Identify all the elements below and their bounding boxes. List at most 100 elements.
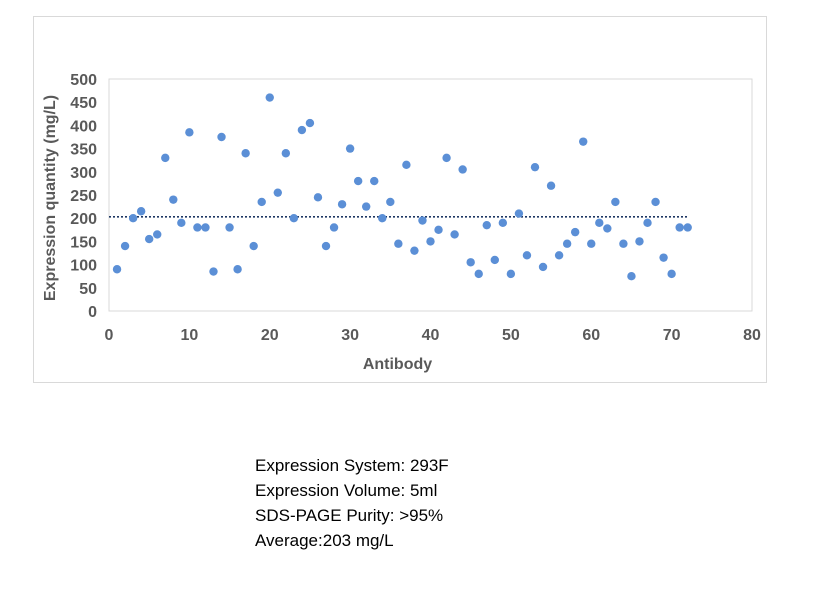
data-point bbox=[458, 165, 467, 174]
data-point bbox=[643, 218, 652, 228]
data-point bbox=[659, 253, 668, 262]
data-point bbox=[675, 223, 684, 232]
x-tick-label: 0 bbox=[105, 327, 114, 344]
data-point bbox=[490, 255, 499, 265]
data-point bbox=[289, 214, 299, 223]
y-tick-label: 500 bbox=[70, 72, 97, 89]
y-tick-label: 350 bbox=[70, 142, 97, 159]
data-point bbox=[321, 241, 331, 251]
data-point bbox=[378, 214, 387, 223]
purity-text: SDS-PAGE Purity: >95% bbox=[255, 506, 444, 525]
x-tick-label: 50 bbox=[502, 327, 520, 344]
data-point bbox=[538, 262, 548, 272]
x-tick-label: 40 bbox=[422, 327, 440, 344]
data-point bbox=[136, 207, 146, 216]
data-point bbox=[482, 220, 491, 230]
data-point bbox=[595, 218, 604, 228]
y-tick-label: 100 bbox=[70, 258, 97, 275]
data-point bbox=[506, 269, 516, 279]
data-point bbox=[587, 239, 596, 248]
x-tick-label: 20 bbox=[261, 327, 279, 344]
y-tick-label: 250 bbox=[70, 188, 97, 205]
y-tick-label: 150 bbox=[70, 234, 97, 251]
data-point bbox=[345, 144, 355, 153]
data-point bbox=[209, 267, 218, 276]
expression-volume-text: Expression Volume: 5ml bbox=[255, 481, 438, 500]
data-point bbox=[370, 176, 379, 186]
data-point bbox=[466, 258, 475, 267]
data-point bbox=[297, 125, 307, 135]
data-point bbox=[153, 230, 162, 239]
data-point bbox=[185, 128, 194, 137]
data-point bbox=[217, 132, 226, 142]
data-point bbox=[353, 176, 363, 186]
data-point bbox=[667, 269, 676, 279]
data-point bbox=[514, 209, 524, 218]
data-point bbox=[635, 237, 644, 246]
data-point bbox=[112, 265, 122, 274]
data-point bbox=[233, 265, 242, 274]
data-point bbox=[201, 223, 210, 232]
data-point bbox=[281, 149, 291, 158]
data-point bbox=[273, 188, 282, 197]
data-point bbox=[305, 118, 315, 128]
x-tick-label: 60 bbox=[582, 327, 600, 344]
data-point bbox=[177, 218, 186, 228]
data-point bbox=[627, 272, 636, 281]
data-point bbox=[144, 234, 154, 244]
data-point bbox=[522, 251, 532, 260]
data-point bbox=[474, 269, 483, 279]
data-point bbox=[386, 197, 395, 207]
expression-notes: Expression System: 293F Expression Volum… bbox=[255, 453, 449, 553]
x-axis-title: Antibody bbox=[363, 356, 432, 373]
data-point bbox=[128, 214, 138, 223]
data-point bbox=[442, 153, 451, 163]
data-point bbox=[225, 223, 234, 232]
data-point bbox=[570, 227, 580, 237]
data-point bbox=[603, 224, 612, 233]
data-point bbox=[169, 195, 178, 204]
x-tick-label: 80 bbox=[743, 327, 761, 344]
data-point bbox=[426, 237, 435, 246]
data-point bbox=[313, 193, 323, 202]
scatter-chart: 0 50 100 150 200 250 300 350 400 450 500 0 10 20 30 40 5… bbox=[42, 72, 761, 373]
data-point bbox=[257, 197, 266, 207]
data-point bbox=[329, 223, 339, 232]
y-axis-title: Expression quantity (mg/L) bbox=[42, 95, 59, 301]
data-point bbox=[683, 223, 692, 232]
data-point bbox=[611, 197, 620, 207]
expression-system-text: Expression System: 293F bbox=[255, 456, 449, 475]
data-point bbox=[418, 216, 427, 225]
data-point bbox=[554, 251, 564, 260]
data-point bbox=[619, 239, 628, 248]
data-point bbox=[265, 93, 274, 102]
y-tick-label: 300 bbox=[70, 165, 97, 182]
data-point bbox=[450, 230, 459, 239]
x-tick-label: 10 bbox=[180, 327, 198, 344]
data-point bbox=[337, 200, 347, 209]
y-tick-label: 0 bbox=[88, 304, 97, 321]
x-tick-label: 70 bbox=[663, 327, 681, 344]
data-point bbox=[651, 197, 660, 207]
chart-container: 0 50 100 150 200 250 300 350 400 450 500 0 10 20 30 40 5… bbox=[33, 16, 767, 383]
data-point bbox=[193, 223, 202, 232]
data-point bbox=[161, 153, 170, 163]
data-point bbox=[410, 246, 419, 255]
data-point bbox=[530, 162, 540, 172]
data-point bbox=[241, 149, 250, 158]
y-tick-label: 400 bbox=[70, 118, 97, 135]
data-point bbox=[249, 241, 258, 251]
data-point bbox=[434, 225, 443, 234]
data-point bbox=[498, 218, 508, 228]
data-point bbox=[562, 239, 572, 248]
x-tick-label: 30 bbox=[341, 327, 359, 344]
data-point bbox=[546, 181, 556, 190]
y-tick-label: 50 bbox=[79, 281, 97, 298]
data-point bbox=[579, 137, 588, 146]
data-point bbox=[120, 241, 130, 251]
data-point bbox=[402, 160, 411, 170]
y-tick-label: 200 bbox=[70, 211, 97, 228]
average-text: Average:203 mg/L bbox=[255, 531, 394, 550]
plot-area bbox=[108, 78, 753, 312]
y-tick-label: 450 bbox=[70, 95, 97, 112]
